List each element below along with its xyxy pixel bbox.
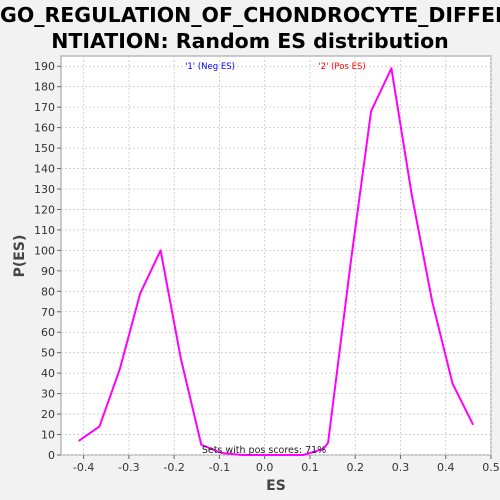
data-point [451, 382, 454, 385]
data-point [220, 452, 223, 454]
y-tick-label: 20 [41, 408, 55, 421]
grid-lines [61, 56, 492, 456]
y-tick-label: 10 [41, 429, 55, 442]
y-tick-label: 150 [34, 142, 55, 155]
data-point [431, 300, 433, 303]
data-point [241, 454, 243, 456]
legend-entry: '1' (Neg ES) [185, 62, 235, 72]
x-tick-label: 0.4 [437, 461, 455, 474]
data-point [349, 261, 352, 264]
y-tick-label: 100 [34, 244, 55, 257]
y-tick-label: 60 [41, 326, 55, 339]
chart-title-line-1: GO_REGULATION_OF_CHONDROCYTE_DIFFERE [0, 3, 500, 27]
plot-area [60, 55, 492, 456]
data-point [180, 358, 182, 360]
data-point [390, 67, 393, 70]
data-point [98, 425, 101, 428]
data-point [370, 110, 372, 113]
y-tick-label: 160 [34, 122, 55, 135]
x-tick-label: 0.2 [346, 461, 364, 474]
x-tick-label: -0.1 [209, 461, 230, 474]
x-tick-label: 0.3 [392, 461, 410, 474]
y-tick-label: 190 [34, 60, 55, 73]
axes: -0.4 -0.3 -0.2 -0.1 0.0 0.1 0.2 0.3 0.4 0.5 0 10 20 3… [34, 60, 500, 474]
y-tick-label: 180 [34, 81, 55, 94]
y-tick-label: 50 [41, 347, 55, 360]
data-point [322, 448, 325, 450]
y-tick-label: 130 [34, 183, 55, 196]
y-tick-label: 110 [34, 224, 55, 237]
y-tick-label: 40 [41, 367, 55, 380]
y-tick-label: 80 [41, 285, 55, 298]
y-tick-label: 30 [41, 388, 55, 401]
x-axis-label: ES [266, 478, 286, 494]
legend: '1' (Neg ES) '2' (Pos ES) [185, 62, 366, 72]
data-point [410, 194, 413, 196]
data-point [261, 454, 264, 456]
chart-title-line-2: NTIATION: Random ES distribution [51, 29, 449, 53]
y-tick-label: 0 [48, 449, 55, 462]
x-tick-label: 0.1 [301, 461, 319, 474]
legend-entry: '2' (Pos ES) [318, 62, 365, 72]
data-point [472, 423, 474, 426]
chart-title: GO_REGULATION_OF_CHONDROCYTE_DIFFERE NTI… [0, 2, 500, 54]
x-tick-label: -0.2 [163, 461, 184, 474]
y-tick-label: 90 [41, 265, 55, 278]
y-tick-label: 70 [41, 306, 55, 319]
y-axis-label: P(ES) [12, 235, 28, 278]
pos-scores-annotation: Sets with pos scores: 71% [202, 445, 326, 456]
series-layer [78, 67, 474, 456]
y-tick-label: 140 [34, 163, 55, 176]
y-tick-label: 120 [34, 203, 55, 216]
x-tick-label: 0.5 [482, 461, 500, 474]
data-point [78, 439, 80, 442]
y-tick-label: 170 [34, 101, 55, 114]
x-tick-label: 0.0 [256, 461, 274, 474]
x-tick-label: -0.4 [73, 461, 94, 474]
data-point [281, 454, 284, 456]
data-point [119, 368, 121, 370]
data-point [159, 249, 162, 252]
data-point [139, 292, 142, 295]
x-tick-label: -0.3 [118, 461, 139, 474]
data-point [302, 454, 304, 456]
data-point [327, 441, 329, 444]
data-point [200, 443, 203, 446]
